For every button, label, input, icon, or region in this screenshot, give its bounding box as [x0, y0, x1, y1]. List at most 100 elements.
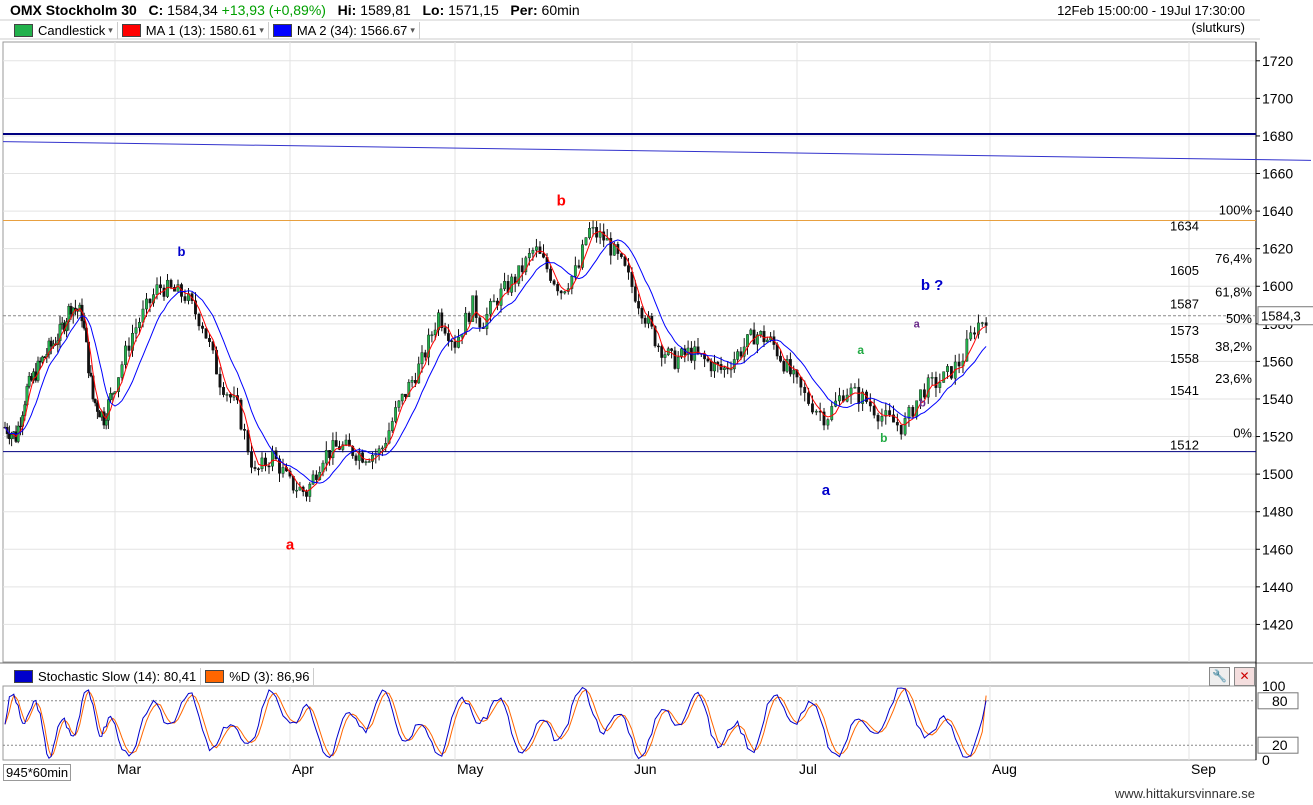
candle-body	[660, 346, 664, 358]
candle-body	[257, 468, 260, 470]
candle-body	[201, 325, 204, 329]
candle-body	[377, 448, 381, 454]
candle-body	[559, 290, 563, 294]
candle-body	[260, 457, 264, 469]
fib-value-label: 1605	[1170, 263, 1199, 278]
candle-body	[430, 334, 434, 337]
candle-body	[657, 345, 660, 348]
candle-body	[315, 474, 318, 480]
candle-body	[49, 340, 53, 347]
candle-body	[104, 420, 108, 426]
price-tick-label: 1700	[1262, 90, 1293, 106]
legend-stoch-d[interactable]: %D (3): 86,96	[201, 668, 315, 685]
candle-body	[367, 461, 371, 463]
candle-body	[895, 422, 899, 426]
candle-body	[633, 286, 637, 302]
candle-body	[440, 312, 444, 328]
candle-body	[453, 341, 457, 348]
indicator-legend: Candlestick ▾ MA 1 (13): 1580.61 ▾ MA 2 …	[10, 22, 420, 39]
candle-body	[934, 377, 938, 388]
candle-body	[535, 246, 538, 251]
candle-body	[194, 300, 197, 315]
candle-body	[503, 281, 506, 290]
fib-percent-label: 23,6%	[1215, 371, 1252, 386]
candle-body	[709, 360, 713, 372]
fib-value-label: 1573	[1170, 323, 1199, 338]
lo-value: 1571,15	[448, 2, 499, 18]
candle-body	[853, 386, 857, 389]
chevron-down-icon[interactable]: ▾	[259, 25, 264, 35]
candle-body	[861, 391, 865, 404]
candle-body	[148, 298, 152, 304]
fib-value-label: 1634	[1170, 218, 1199, 233]
candle-body	[407, 382, 411, 397]
candle-body	[420, 352, 424, 365]
stoch-tick-label: 0	[1262, 752, 1270, 768]
price-tick-label: 1480	[1262, 504, 1293, 520]
legend-candlestick[interactable]: Candlestick ▾	[10, 22, 118, 39]
legend-ma1[interactable]: MA 1 (13): 1580.61 ▾	[118, 22, 269, 39]
candle-body	[131, 333, 134, 351]
candle-body	[471, 295, 475, 322]
candle-body	[457, 336, 460, 348]
trendline	[2, 141, 1312, 161]
candle-body	[598, 231, 602, 238]
ma1-swatch	[121, 24, 141, 37]
candle-body	[433, 329, 437, 336]
candle-body	[145, 298, 148, 310]
change-value: +13,93 (+0,89%)	[221, 2, 326, 18]
candle-body	[311, 474, 315, 485]
hi-value: 1589,81	[360, 2, 411, 18]
time-tick-label: Mar	[117, 761, 141, 777]
chevron-down-icon[interactable]: ▾	[108, 25, 113, 35]
stoch-level-box	[1257, 736, 1299, 754]
candle-body	[942, 371, 946, 383]
candle-body	[324, 450, 328, 464]
candle-body	[556, 284, 560, 292]
candle-body	[267, 465, 271, 468]
price-tick-label: 1440	[1262, 579, 1293, 595]
candle-body	[803, 387, 807, 393]
price-tick-label: 1640	[1262, 203, 1293, 219]
candle-body	[208, 338, 211, 343]
wave-label: a	[857, 343, 864, 357]
candle-body	[676, 356, 680, 369]
candle-body	[102, 411, 106, 426]
wave-label: a	[914, 319, 921, 331]
timeframe-label: 945*60min	[3, 764, 72, 781]
candle-body	[880, 416, 884, 422]
candle-body	[969, 332, 973, 340]
candle-body	[588, 228, 591, 238]
candle-body	[138, 322, 141, 328]
time-tick-label: Jun	[634, 761, 657, 777]
candle-body	[159, 284, 162, 289]
candle-body	[542, 253, 545, 258]
candle-body	[211, 341, 215, 351]
chevron-down-icon[interactable]: ▾	[410, 25, 415, 35]
fib-percent-label: 38,2%	[1215, 339, 1252, 354]
candle-body	[109, 393, 113, 400]
footer-url[interactable]: www.hittakursvinnare.se	[1114, 786, 1255, 801]
candle-body	[65, 321, 69, 332]
candle-body	[364, 461, 368, 463]
close-icon[interactable]: ✕	[1234, 667, 1255, 686]
candle-body	[977, 322, 980, 335]
candle-body	[531, 250, 535, 254]
candle-body	[162, 287, 166, 297]
current-price-label: 1584,3	[1261, 309, 1301, 324]
candle-body	[298, 486, 302, 491]
wrench-icon[interactable]: 🔧	[1209, 667, 1230, 686]
candle-body	[549, 268, 552, 281]
legend-stoch-k[interactable]: Stochastic Slow (14): 80,41	[10, 668, 202, 685]
candle-body	[807, 392, 810, 404]
candle-body	[922, 389, 926, 398]
candle-body	[281, 467, 285, 474]
candle-body	[423, 352, 427, 358]
legend-ma2[interactable]: MA 2 (34): 1566.67 ▾	[269, 22, 420, 39]
candle-body	[938, 382, 942, 388]
ma2-swatch	[272, 24, 292, 37]
candle-body	[903, 418, 907, 435]
candle-body	[619, 253, 623, 257]
candle-body	[584, 237, 588, 245]
candle-body	[605, 238, 609, 241]
